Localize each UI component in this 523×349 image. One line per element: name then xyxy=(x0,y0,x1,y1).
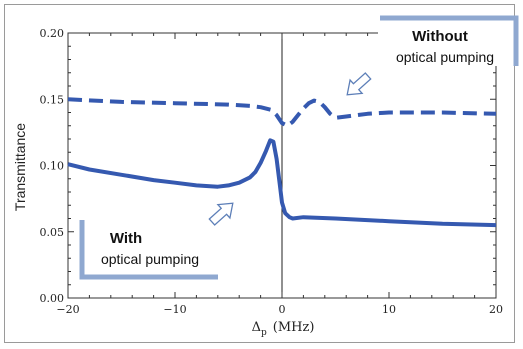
series-with-pumping-line xyxy=(67,138,497,228)
y-tick-label: 0.20 xyxy=(40,27,65,40)
x-tick-label: −10 xyxy=(163,303,186,316)
annotation-with: With optical pumping xyxy=(79,202,234,280)
ticks: −20 −10 0 10 20 0.00 0.05 0.10 0.15 0.20 xyxy=(40,27,504,316)
annotation-without-bracket xyxy=(380,15,519,66)
arrow-without-icon xyxy=(346,72,372,96)
y-axis-label: Transmittance xyxy=(12,123,28,211)
arrow-with-icon xyxy=(208,202,234,226)
x-axis-label: Δp (MHz) xyxy=(252,320,315,338)
y-tick-label: 0.10 xyxy=(40,160,65,173)
y-tick-label: 0.05 xyxy=(40,226,65,239)
annotation-without-bold: Without xyxy=(412,28,468,45)
annotation-without-bg xyxy=(378,22,512,66)
annotation-without: Without optical pumping xyxy=(346,15,519,96)
y-tick-label: 0.15 xyxy=(40,93,65,106)
x-tick-label: 10 xyxy=(382,303,396,316)
annotation-with-bg xyxy=(86,222,216,273)
y-tick-label: 0.00 xyxy=(40,292,65,305)
annotation-with-text: optical pumping xyxy=(101,251,199,267)
series-without-pumping-line xyxy=(67,97,497,128)
x-tick-label: 0 xyxy=(279,303,286,316)
figure-frame xyxy=(4,4,515,343)
series-group xyxy=(67,97,497,228)
annotation-without-text: optical pumping xyxy=(396,49,494,65)
x-axis-symbol: Δ xyxy=(252,320,261,335)
x-axis-subscript: p xyxy=(261,328,267,338)
annotation-with-bold: With xyxy=(110,230,142,247)
x-tick-label: 20 xyxy=(489,303,503,316)
x-axis-unit: (MHz) xyxy=(273,320,315,335)
annotation-with-bracket xyxy=(79,220,218,280)
x-tick-label: −20 xyxy=(56,303,79,316)
